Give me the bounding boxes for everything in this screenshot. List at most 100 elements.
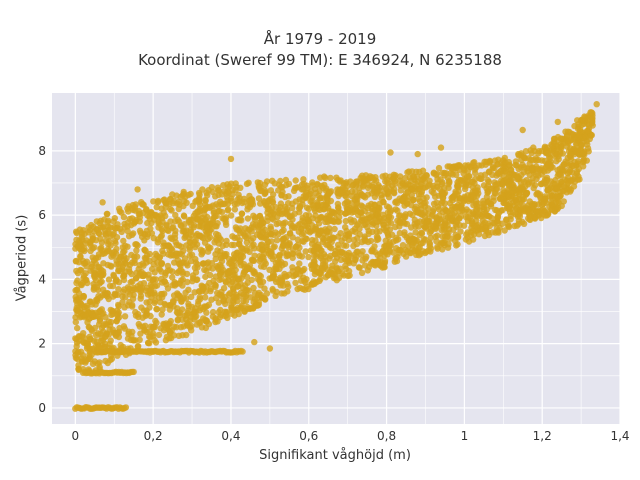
- data-point: [519, 194, 526, 201]
- data-point: [282, 176, 290, 184]
- data-point: [89, 236, 96, 244]
- data-point: [95, 251, 103, 258]
- data-point: [468, 224, 475, 231]
- data-point: [223, 241, 230, 248]
- data-point: [385, 194, 393, 201]
- data-point: [124, 227, 131, 235]
- data-point: [578, 141, 586, 149]
- data-point: [146, 340, 153, 347]
- data-point: [188, 303, 196, 311]
- data-point: [280, 235, 287, 243]
- data-point: [105, 247, 113, 255]
- data-point: [87, 247, 94, 255]
- data-point: [87, 241, 94, 249]
- data-point: [203, 318, 210, 325]
- data-point: [481, 203, 488, 211]
- data-point: [116, 208, 124, 215]
- data-point: [129, 301, 136, 309]
- data-point: [483, 212, 491, 219]
- data-point: [212, 222, 219, 230]
- data-point: [202, 324, 210, 332]
- data-point: [267, 223, 274, 230]
- data-point: [218, 288, 225, 296]
- data-point: [527, 208, 534, 215]
- data-point: [268, 204, 276, 212]
- data-point: [160, 197, 167, 204]
- data-point: [441, 221, 449, 228]
- data-point: [236, 237, 243, 244]
- data-point: [135, 207, 142, 215]
- data-point: [127, 278, 134, 286]
- data-point: [294, 266, 301, 273]
- data-point: [403, 220, 411, 228]
- data-point: [149, 330, 157, 337]
- data-point: [457, 228, 464, 235]
- data-point: [133, 269, 140, 276]
- data-point: [164, 285, 172, 292]
- data-point: [94, 330, 102, 337]
- data-point: [164, 262, 172, 270]
- data-point: [454, 233, 462, 240]
- data-point: [508, 181, 515, 188]
- data-point: [74, 324, 81, 332]
- data-point: [119, 288, 127, 296]
- data-point: [174, 290, 181, 297]
- data-point: [243, 239, 251, 246]
- data-point: [369, 248, 376, 255]
- data-point: [296, 252, 303, 259]
- data-point: [153, 203, 160, 211]
- data-point: [220, 182, 227, 189]
- data-point: [365, 230, 372, 237]
- data-point: [447, 215, 454, 222]
- data-point: [302, 279, 309, 286]
- data-point: [160, 327, 168, 334]
- data-point: [436, 185, 443, 192]
- data-point: [290, 273, 297, 280]
- data-point: [128, 231, 136, 238]
- y-tick-label: 4: [38, 272, 46, 286]
- data-point: [90, 286, 98, 293]
- data-point: [513, 199, 520, 206]
- data-point: [316, 214, 324, 222]
- data-point: [177, 324, 185, 331]
- data-point: [562, 158, 569, 165]
- data-point: [495, 156, 502, 163]
- data-point: [273, 237, 281, 244]
- data-point: [120, 276, 128, 284]
- data-point: [246, 248, 253, 255]
- data-point: [349, 206, 356, 213]
- data-point: [287, 220, 294, 227]
- data-point: [439, 246, 446, 253]
- data-point: [541, 168, 548, 175]
- data-point: [563, 143, 571, 150]
- data-point: [337, 256, 345, 263]
- data-point: [411, 216, 418, 224]
- data-point: [268, 215, 276, 222]
- data-point: [368, 218, 375, 226]
- data-point: [188, 251, 196, 259]
- data-point: [198, 217, 205, 225]
- data-point: [275, 258, 282, 266]
- data-point: [378, 192, 385, 199]
- data-point: [105, 318, 112, 325]
- data-point: [132, 218, 139, 225]
- data-point: [466, 163, 474, 170]
- data-point: [494, 214, 501, 221]
- data-point: [89, 301, 96, 308]
- data-point: [253, 295, 261, 302]
- data-point: [83, 276, 90, 284]
- data-point: [554, 205, 561, 213]
- data-point: [202, 201, 209, 208]
- data-point: [515, 220, 522, 228]
- data-point: [262, 226, 269, 234]
- data-point: [576, 150, 584, 157]
- data-point: [169, 274, 176, 281]
- data-point: [285, 251, 292, 259]
- data-point: [362, 255, 369, 262]
- data-point: [471, 159, 478, 166]
- data-point: [520, 169, 528, 176]
- data-point: [102, 333, 110, 340]
- data-point: [521, 208, 529, 215]
- data-point: [329, 262, 336, 269]
- data-point: [102, 231, 110, 239]
